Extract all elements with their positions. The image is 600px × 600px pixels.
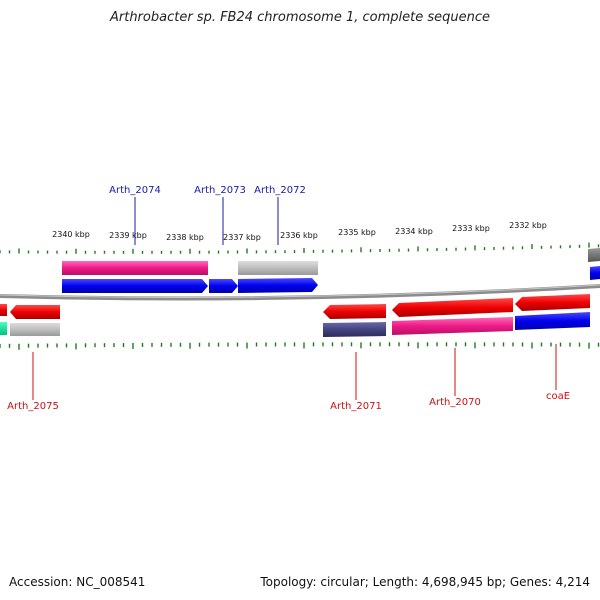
scale-tick-label: 2338 kbp: [166, 233, 204, 242]
gene-feature[interactable]: [515, 312, 590, 330]
gene-arrow[interactable]: [590, 266, 600, 280]
scale-tick-label: 2335 kbp: [338, 228, 376, 237]
gene-arrow-arth-2074[interactable]: [62, 279, 208, 293]
scale-tick-label: 2340 kbp: [52, 230, 90, 239]
chromosome-backbone-highlight: [0, 284, 600, 298]
gene-feature[interactable]: [0, 322, 7, 335]
scale-tick-label: 2339 kbp: [109, 231, 147, 240]
gene-label[interactable]: Arth_2072: [254, 185, 306, 196]
minus-strand-genes: [0, 294, 590, 337]
gene-feature[interactable]: [588, 248, 600, 262]
scale-tick-label: 2333 kbp: [452, 224, 490, 233]
gene-feature[interactable]: [392, 317, 513, 335]
scale-tick-label: 2337 kbp: [223, 233, 261, 242]
accession-text: Accession: NC_008541: [9, 575, 146, 589]
gene-label[interactable]: Arth_2071: [330, 401, 382, 412]
genome-summary-text: Topology: circular; Length: 4,698,945 bp…: [260, 575, 590, 589]
gene-arrow-arth-2075[interactable]: [10, 305, 60, 319]
map-title: Arthrobacter sp. FB24 chromosome 1, comp…: [109, 10, 491, 25]
scale-tick-label: 2334 kbp: [395, 227, 433, 236]
scale-tick-label: 2332 kbp: [509, 221, 547, 230]
chromosome-backbone: [0, 284, 600, 301]
gene-label[interactable]: Arth_2070: [429, 397, 481, 408]
gene-feature[interactable]: [62, 261, 208, 275]
gene-labels: Arth_2074 Arth_2073 Arth_2072 Arth_2075 Arth…: [7, 185, 570, 412]
gene-arrow-arth-2070[interactable]: [392, 298, 513, 317]
gene-feature[interactable]: [238, 261, 318, 275]
plus-strand-genes: [62, 248, 600, 293]
gene-arrow[interactable]: [0, 304, 7, 316]
ruler-ticks: [0, 242, 600, 350]
gene-label[interactable]: Arth_2073: [194, 185, 246, 196]
gene-arrow-coae[interactable]: [515, 294, 590, 311]
gene-label[interactable]: coaE: [546, 391, 570, 402]
scale-tick-label: 2336 kbp: [280, 231, 318, 240]
gene-arrow-arth-2073[interactable]: [209, 279, 238, 293]
gene-label[interactable]: Arth_2075: [7, 401, 59, 412]
gene-feature[interactable]: [10, 323, 60, 336]
gene-label[interactable]: Arth_2074: [109, 185, 161, 196]
gene-arrow-arth-2071[interactable]: [323, 304, 386, 319]
gene-arrow-arth-2072[interactable]: [238, 278, 318, 293]
scale-labels: 2340 kbp 2339 kbp 2338 kbp 2337 kbp 2336 kbp…: [52, 221, 547, 242]
gene-feature[interactable]: [323, 322, 386, 337]
